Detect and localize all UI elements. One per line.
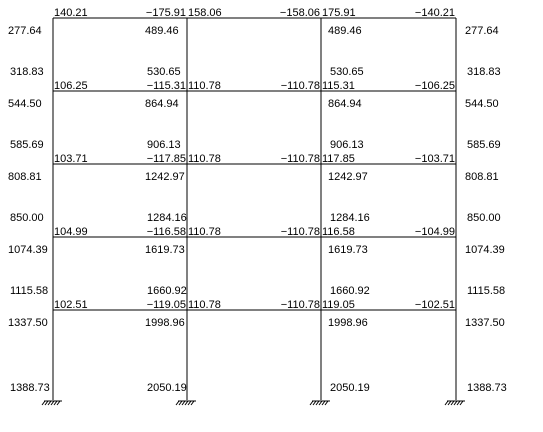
axial-force: 1660.92 <box>147 285 187 297</box>
axial-force: 1242.97 <box>328 171 368 183</box>
axial-force: 906.13 <box>330 139 364 151</box>
axial-force: 318.83 <box>467 66 501 78</box>
axial-force: 1242.97 <box>145 171 185 183</box>
support-hatch <box>321 400 326 406</box>
axial-force: 864.94 <box>328 98 362 110</box>
axial-force: 530.65 <box>330 66 364 78</box>
axial-force: 1619.73 <box>145 244 185 256</box>
support-hatch <box>53 400 58 406</box>
beam-moment: 119.05 <box>322 299 355 311</box>
beam-moment: 106.25 <box>54 80 88 92</box>
support-hatch <box>318 400 323 406</box>
support-hatch <box>184 400 189 406</box>
support-hatch <box>181 400 186 406</box>
axial-force: 318.83 <box>10 66 44 78</box>
support-hatch <box>315 400 320 406</box>
beam-moment: 140.21 <box>54 7 88 19</box>
axial-force: 850.00 <box>10 212 44 224</box>
axial-force: 277.64 <box>8 25 42 37</box>
support-hatch <box>450 400 455 406</box>
axial-force: 1284.16 <box>330 212 370 224</box>
beam-moment: −158.06 <box>280 7 320 19</box>
support-hatch <box>56 400 61 406</box>
support-hatch <box>175 400 180 406</box>
support-hatch <box>312 400 317 406</box>
beam-moment: 110.78 <box>188 226 221 238</box>
beam-moment: 110.78 <box>188 80 221 92</box>
beam-moment: 158.06 <box>188 7 222 19</box>
support-hatch <box>190 400 195 406</box>
support-hatch <box>324 400 329 406</box>
beam-moment: −119.05 <box>147 299 186 311</box>
support-hatch <box>447 400 452 406</box>
beam-moment: −110.78 <box>281 226 320 238</box>
axial-force: 808.81 <box>465 171 499 183</box>
axial-force: 2050.19 <box>330 382 370 394</box>
support-hatch <box>44 400 49 406</box>
beam-moment: 116.58 <box>322 226 355 238</box>
support-hatch <box>309 400 314 406</box>
axial-force: 1998.96 <box>145 317 185 329</box>
beam-moment: −104.99 <box>415 226 455 238</box>
beam-moment: −110.78 <box>281 299 320 311</box>
beam-moment: 104.99 <box>54 226 88 238</box>
beam-moment: 115.31 <box>322 80 355 92</box>
axial-force: 1074.39 <box>465 244 505 256</box>
axial-force: 277.64 <box>465 25 499 37</box>
beam-moment: −117.85 <box>147 153 186 165</box>
axial-force: 544.50 <box>8 98 42 110</box>
axial-force: 1337.50 <box>8 317 48 329</box>
beam-moment: −140.21 <box>415 7 455 19</box>
beam-moment: −106.25 <box>415 80 455 92</box>
axial-force: 2050.19 <box>147 382 187 394</box>
axial-force: 1619.73 <box>328 244 368 256</box>
beam-moment: −115.31 <box>147 80 186 92</box>
beam-moment: −116.58 <box>147 226 186 238</box>
axial-force: 1284.16 <box>147 212 187 224</box>
axial-force: 1337.50 <box>465 317 505 329</box>
beam-moment: 117.85 <box>322 153 355 165</box>
support-hatch <box>47 400 52 406</box>
axial-force: 1115.58 <box>467 285 505 297</box>
axial-force: 1660.92 <box>330 285 370 297</box>
axial-force: 808.81 <box>8 171 42 183</box>
axial-force: 1074.39 <box>8 244 48 256</box>
beam-moment: 103.71 <box>54 153 88 165</box>
beam-moment: 110.78 <box>188 153 221 165</box>
beam-moment: −103.71 <box>415 153 455 165</box>
support-hatch <box>459 400 464 406</box>
axial-force: 906.13 <box>147 139 181 151</box>
beam-moment: −110.78 <box>281 153 320 165</box>
axial-force: 585.69 <box>10 139 44 151</box>
beam-moment: 102.51 <box>54 299 88 311</box>
axial-force: 850.00 <box>467 212 501 224</box>
axial-force: 585.69 <box>467 139 501 151</box>
beam-moment: −175.91 <box>146 7 186 19</box>
beam-moment: −102.51 <box>415 299 455 311</box>
support-hatch <box>50 400 55 406</box>
axial-force: 489.46 <box>328 25 362 37</box>
axial-force: 544.50 <box>465 98 499 110</box>
beam-moment: 110.78 <box>188 299 221 311</box>
support-hatch <box>41 400 46 406</box>
axial-force: 1115.58 <box>10 285 48 297</box>
beam-moment: −110.78 <box>281 80 320 92</box>
axial-force: 530.65 <box>147 66 181 78</box>
support-hatch <box>456 400 461 406</box>
support-hatch <box>178 400 183 406</box>
axial-force: 1998.96 <box>328 317 368 329</box>
axial-force: 1388.73 <box>467 382 507 394</box>
support-hatch <box>187 400 192 406</box>
axial-force: 864.94 <box>145 98 179 110</box>
support-hatch <box>453 400 458 406</box>
axial-force: 489.46 <box>145 25 179 37</box>
beam-moment: 175.91 <box>322 7 356 19</box>
axial-force: 1388.73 <box>10 382 50 394</box>
support-hatch <box>444 400 449 406</box>
